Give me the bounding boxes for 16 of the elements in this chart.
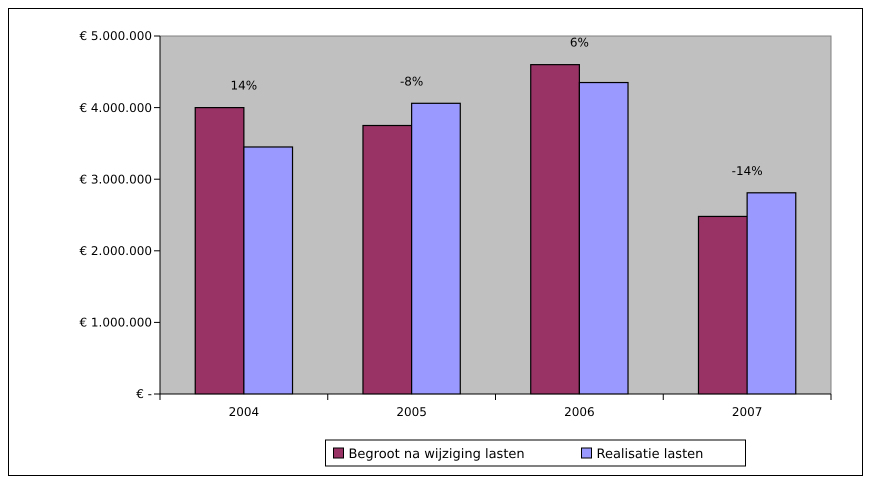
x-tick-label: 2005 bbox=[396, 405, 427, 419]
x-tick-label: 2006 bbox=[564, 405, 595, 419]
annotation: -8% bbox=[400, 74, 424, 88]
annotation: 6% bbox=[570, 36, 589, 50]
y-tick-label: € 3.000.000 bbox=[79, 172, 152, 186]
legend-label: Realisatie lasten bbox=[596, 447, 704, 462]
x-tick-label: 2007 bbox=[732, 405, 762, 419]
annotation: 14% bbox=[230, 78, 258, 93]
y-tick-label: € - bbox=[136, 387, 152, 402]
annotation: -14% bbox=[732, 164, 763, 178]
y-tick-label: € 2.000.000 bbox=[79, 244, 152, 258]
x-tick-label: 2004 bbox=[228, 405, 260, 419]
y-tick-label: € 4.000.000 bbox=[79, 100, 152, 115]
legend-label: Begroot na wijziging lasten bbox=[348, 447, 525, 462]
y-tick-label: € 1.000.000 bbox=[79, 316, 152, 330]
y-tick-label: € 5.000.000 bbox=[79, 29, 152, 44]
